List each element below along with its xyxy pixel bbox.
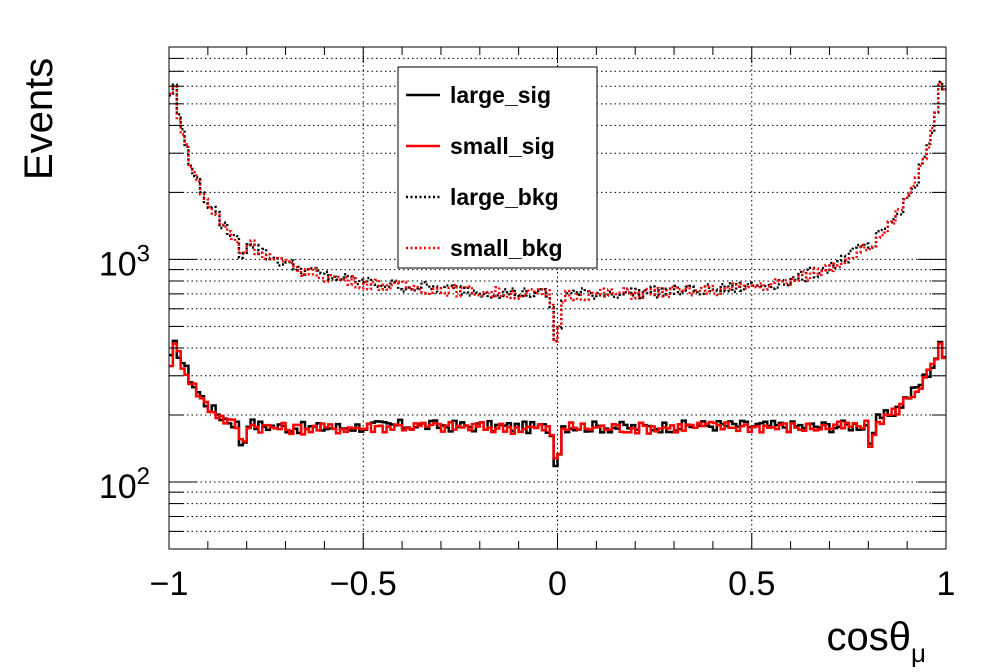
x-tick-label: −0.5: [330, 565, 397, 603]
x-tick-label: 0.5: [728, 565, 775, 603]
x-axis-title: cosθμ: [827, 615, 926, 668]
y-tick-label: 103: [99, 240, 150, 283]
x-axis-title-subscript: μ: [911, 638, 926, 668]
axis-ticks: [168, 46, 947, 550]
series-small-sig: [169, 342, 946, 460]
y-tick-label: 102: [99, 463, 150, 506]
x-tick-label: 1: [937, 565, 956, 603]
y-axis-title: Events: [17, 58, 61, 180]
legend-label-large-sig: large_sig: [450, 82, 551, 108]
legend-label-small-sig: small_sig: [450, 133, 555, 159]
tick-labels: −1 −0.5 0 0.5 1 102 103: [99, 240, 956, 603]
x-tick-label: 0: [548, 565, 567, 603]
series-layer: [169, 80, 946, 468]
x-tick-label: −1: [150, 565, 189, 603]
legend-label-small-bkg: small_bkg: [450, 235, 563, 261]
legend-box: [397, 66, 598, 269]
series-small-bkg: [169, 81, 946, 343]
legend-label-large-bkg: large_bkg: [450, 184, 559, 210]
legend: large_sig small_sig large_bkg small_bkg: [397, 66, 598, 269]
x-axis-title-main: cosθ: [827, 615, 912, 659]
